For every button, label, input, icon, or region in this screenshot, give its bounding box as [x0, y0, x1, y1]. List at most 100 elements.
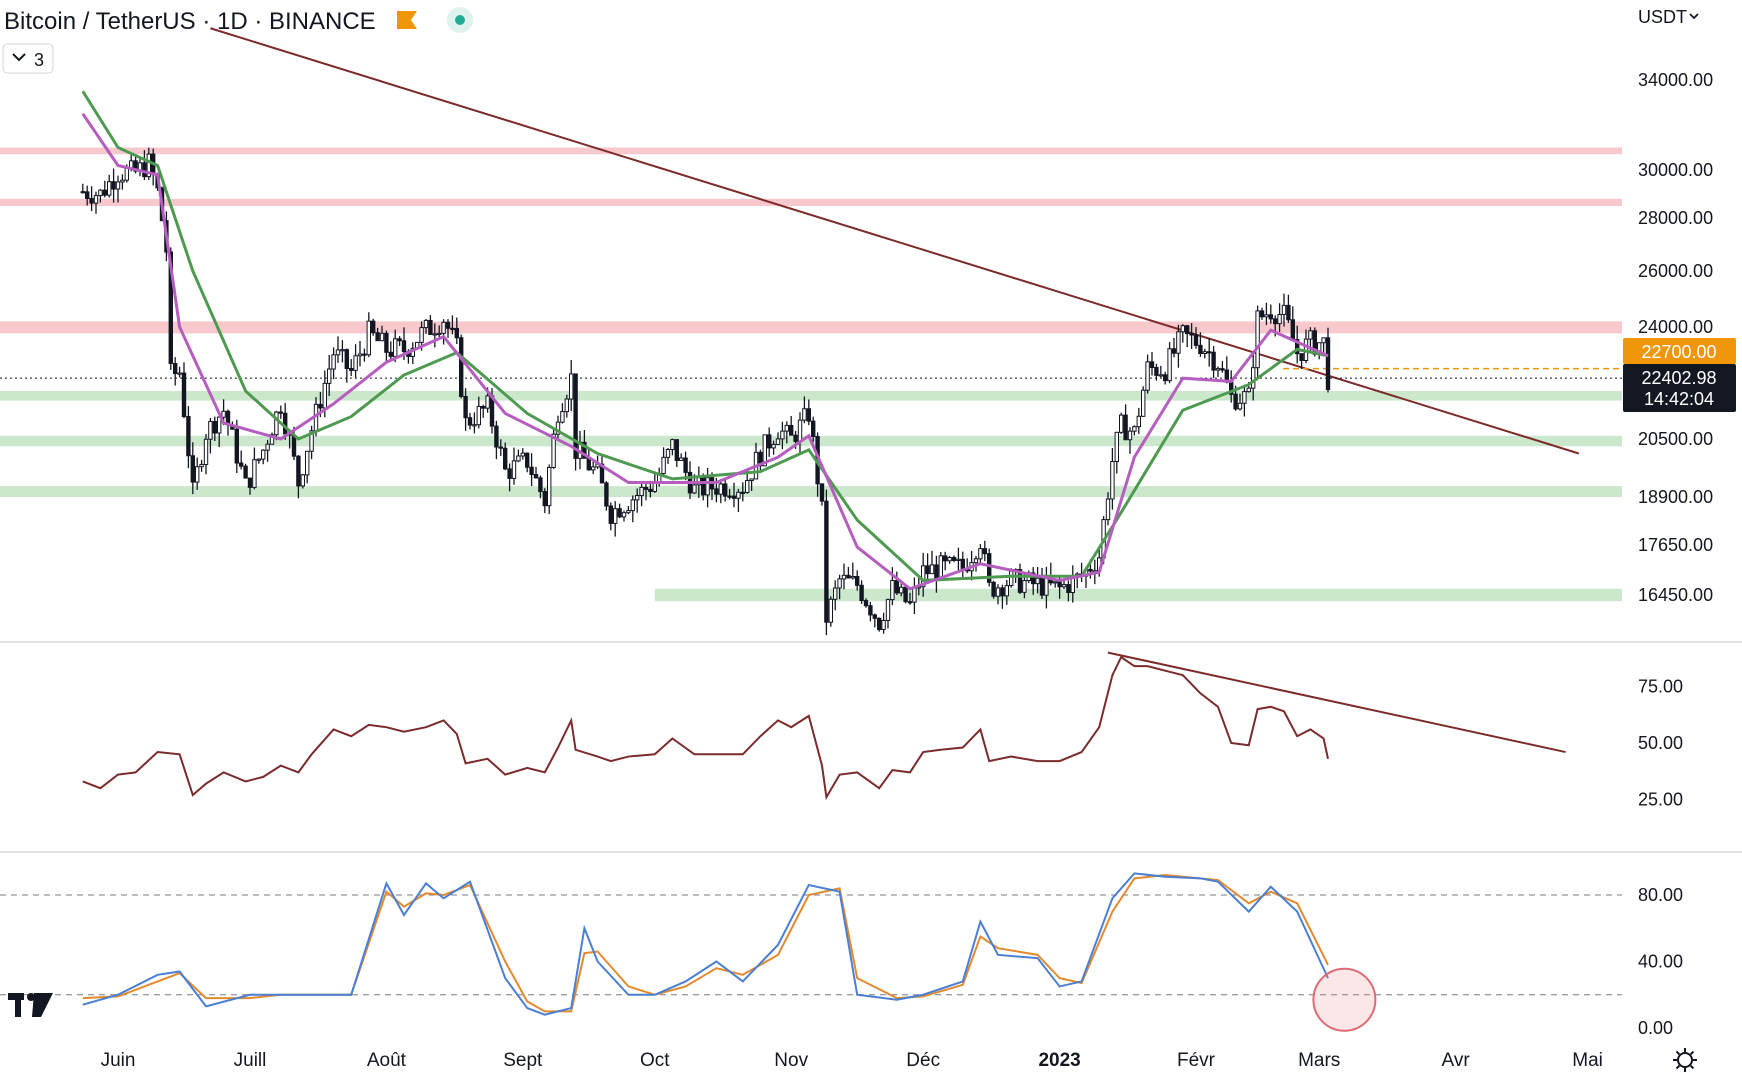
currency-selector[interactable]: USDT [1638, 7, 1699, 27]
candle-body-down [987, 553, 992, 583]
candle [551, 427, 556, 469]
candle [397, 336, 402, 346]
flag-icon[interactable] [397, 11, 417, 29]
candle [1198, 332, 1203, 357]
candle-body-down [674, 439, 679, 461]
resistance-zone-2[interactable] [0, 198, 1622, 206]
candle-body-down [494, 425, 499, 448]
candle-body-down [542, 491, 547, 507]
candle [199, 459, 204, 472]
candle-body-up [1035, 577, 1040, 585]
candle [775, 432, 781, 445]
candle [1299, 353, 1304, 369]
candle [309, 425, 314, 460]
candle-body-up [520, 452, 525, 457]
candle-body-down [459, 337, 464, 397]
candle-body-up [1277, 313, 1282, 325]
candle [80, 183, 85, 194]
candle [1110, 447, 1115, 510]
rsi-line [82, 655, 1329, 801]
candle [1127, 427, 1133, 454]
candle [555, 415, 561, 441]
candle [520, 448, 525, 460]
candle-body-down [608, 505, 613, 524]
candle [740, 482, 745, 502]
candle-body-up [485, 395, 490, 409]
candle [498, 439, 504, 456]
price-trendline[interactable] [210, 27, 1580, 455]
candle-body-up [146, 153, 152, 178]
candle-body-down [872, 614, 877, 619]
candle-body-down [951, 556, 957, 561]
candle [771, 440, 776, 455]
price-axis-label: 24000.00 [1638, 317, 1713, 337]
price-axis-label: 18900.00 [1638, 487, 1713, 507]
tv-logo-stem [15, 993, 21, 1017]
candle [93, 191, 99, 214]
rsi-axis[interactable]: 75.00 50.00 25.00 [1638, 677, 1683, 810]
candle-body-down [789, 424, 794, 436]
indicators-collapse-button[interactable]: 3 [2, 43, 54, 74]
candle-body-down [586, 457, 591, 471]
candle [780, 421, 785, 450]
rsi-trendline[interactable] [1107, 651, 1566, 754]
candle-body-down [617, 508, 622, 518]
candle-body-down [604, 482, 609, 507]
support-zone-1[interactable] [0, 391, 1622, 401]
ema-fast-line [81, 112, 1329, 591]
candle-body-up [1321, 337, 1326, 344]
stoch-axis[interactable]: 80.00 40.00 0.00 [1638, 885, 1683, 1038]
support-zone-4[interactable] [654, 588, 1622, 602]
stoch-rsi-panel[interactable] [0, 872, 1622, 1032]
resistance-zone-1[interactable] [0, 147, 1622, 155]
candle-body-up [749, 478, 754, 482]
price-axis[interactable]: 34000.00 30000.00 28000.00 26000.00 24000.00… [1638, 70, 1713, 605]
candle [951, 555, 957, 563]
gear-tooth [1675, 1064, 1681, 1070]
candle [965, 558, 970, 574]
candle [296, 455, 301, 499]
candle [907, 592, 913, 605]
candle [454, 317, 460, 345]
candle-body-down [1149, 361, 1155, 368]
support-zone-3[interactable] [0, 486, 1622, 497]
stoch-axis-label: 40.00 [1638, 952, 1683, 972]
candle-body-down [643, 486, 649, 490]
price-panel[interactable] [0, 27, 1622, 636]
candle-body-down [467, 417, 473, 426]
rsi-panel[interactable] [82, 651, 1566, 801]
candle-body-down [1171, 348, 1177, 354]
candle-body-up [705, 477, 710, 496]
candle-body-down [1163, 374, 1168, 382]
candle-body-down [384, 332, 389, 353]
candle [767, 427, 772, 457]
candle [212, 416, 218, 442]
time-axis[interactable]: Juin Juill Août Sept Oct Nov Déc 2023 Févr Mars Av… [101, 1050, 1603, 1071]
candle [912, 577, 917, 615]
candle [538, 475, 543, 499]
candle-body-down [819, 483, 825, 502]
tradingview-logo-icon[interactable] [8, 993, 53, 1017]
candle-body-up [322, 382, 328, 409]
candle-body-down [133, 160, 138, 172]
candle [1207, 338, 1212, 367]
candle [881, 612, 886, 634]
candle-body-down [1154, 366, 1159, 376]
settings-gear-icon[interactable] [1673, 1048, 1697, 1072]
candle [85, 185, 90, 206]
candle-body-up [423, 319, 429, 329]
candle [261, 449, 266, 465]
candle [203, 434, 209, 475]
candle [806, 399, 811, 426]
collapse-button-box[interactable] [2, 43, 54, 74]
resistance-zone-3[interactable] [0, 321, 1622, 334]
candle-body-down [362, 353, 367, 356]
candle-body-down [701, 477, 706, 496]
candle [1119, 412, 1124, 434]
time-axis-label: Avr [1442, 1050, 1471, 1071]
candle-body-up [802, 408, 807, 421]
rsi-axis-label: 75.00 [1638, 677, 1683, 697]
candle [1053, 581, 1058, 588]
candle-body-up [393, 338, 398, 357]
